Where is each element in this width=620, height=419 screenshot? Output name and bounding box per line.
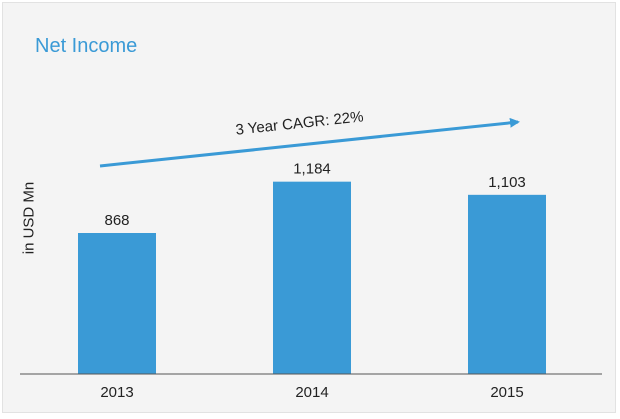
bar-2014 xyxy=(273,181,351,374)
bar-2013 xyxy=(78,233,156,374)
cagr-annotation: 3 Year CAGR: 22% xyxy=(235,108,364,138)
value-label-2013: 868 xyxy=(104,212,129,229)
chart-title: Net Income xyxy=(35,35,138,57)
value-label-2015: 1,103 xyxy=(488,174,526,191)
x-tick-label-2013: 2013 xyxy=(100,384,133,401)
bar-2015 xyxy=(468,194,546,374)
x-tick-label-2015: 2015 xyxy=(490,384,523,401)
x-tick-label-2014: 2014 xyxy=(295,384,328,401)
value-label-2014: 1,184 xyxy=(293,161,331,178)
cagr-trend-arrow xyxy=(99,117,520,168)
